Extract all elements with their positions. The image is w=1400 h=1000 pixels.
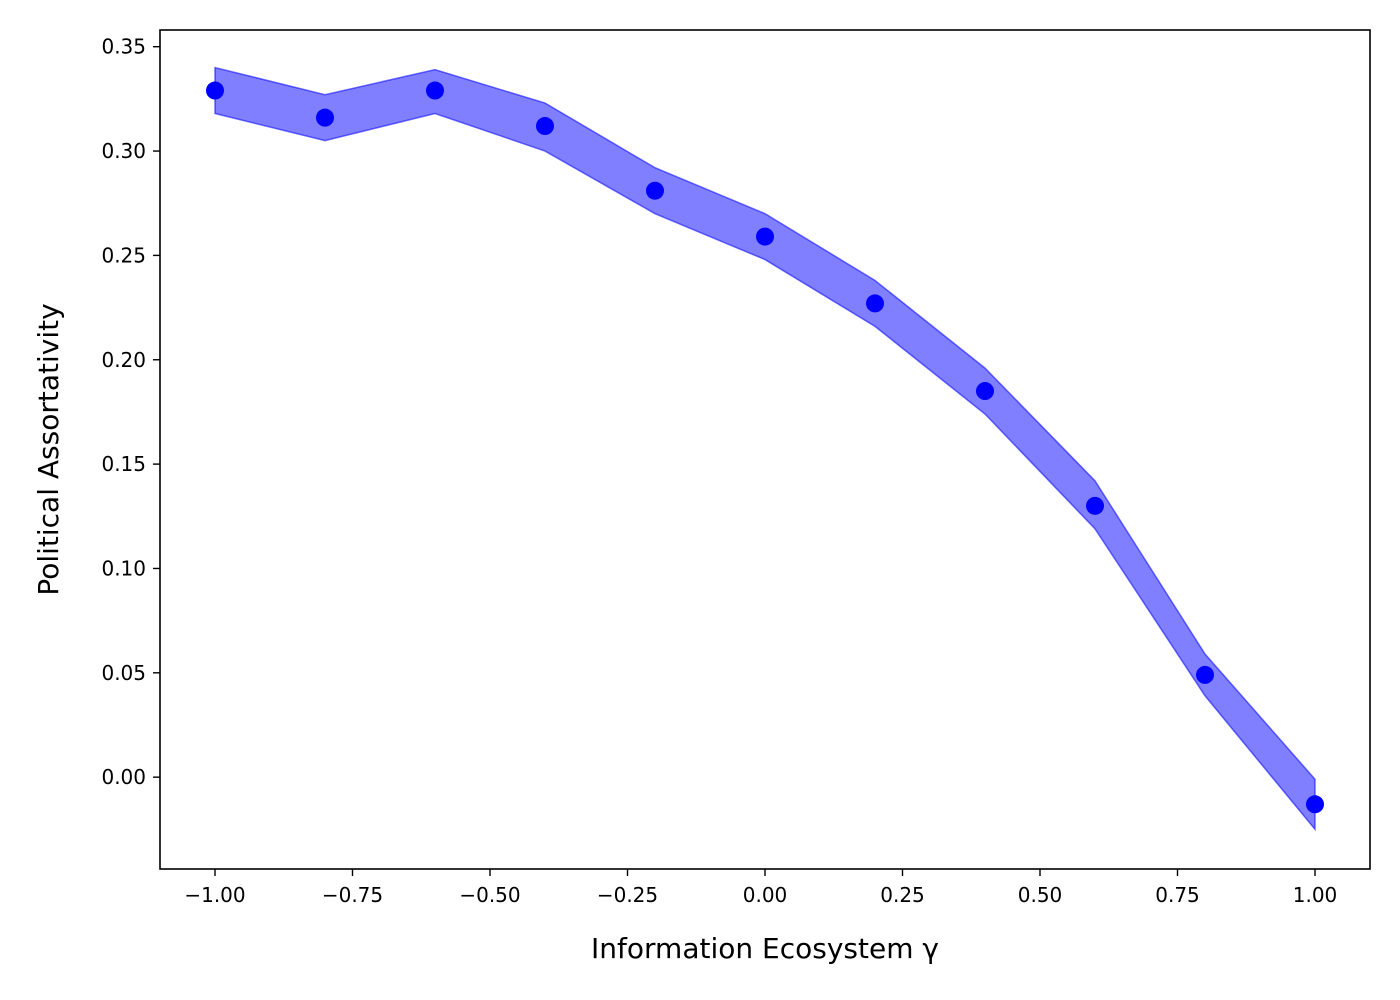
y-tick-label: 0.35 (101, 35, 146, 59)
x-tick-label: −0.50 (459, 883, 520, 907)
y-tick-label: 0.15 (101, 452, 146, 476)
data-point (1086, 496, 1104, 515)
x-tick-label: −1.00 (184, 883, 245, 907)
data-point (1196, 665, 1214, 684)
x-axis-label: Information Ecosystem γ (591, 932, 939, 965)
y-tick-label: 0.25 (101, 243, 146, 267)
x-axis-ticks: −1.00 −0.75 −0.50 −0.25 0.00 0.25 0.50 0.75 1.00 (184, 869, 1337, 907)
y-tick-label: 0.30 (101, 139, 146, 163)
data-point (646, 181, 664, 200)
data-point (1306, 795, 1324, 814)
y-tick-label: 0.00 (101, 765, 146, 789)
confidence-band (214, 66, 1316, 832)
data-point (316, 108, 334, 127)
data-point (426, 81, 444, 100)
x-tick-label: 0.00 (743, 883, 788, 907)
y-tick-label: 0.10 (101, 556, 146, 580)
x-tick-label: 0.75 (1155, 883, 1200, 907)
y-axis-label: Political Assortativity (32, 303, 65, 595)
x-tick-label: −0.75 (322, 883, 383, 907)
x-tick-label: 0.25 (880, 883, 925, 907)
x-tick-label: 1.00 (1293, 883, 1338, 907)
x-tick-label: 0.50 (1018, 883, 1063, 907)
y-tick-label: 0.20 (101, 348, 146, 372)
data-point (866, 294, 884, 313)
y-tick-label: 0.05 (101, 661, 146, 685)
confidence-band-layer (214, 66, 1316, 832)
data-point (206, 81, 224, 100)
data-point (976, 382, 994, 401)
data-point (536, 117, 554, 136)
y-axis-ticks: 0.00 0.05 0.10 0.15 0.20 0.25 0.30 0.35 (101, 35, 160, 789)
plot-frame (159, 29, 1371, 870)
data-point (756, 227, 774, 246)
data-points-layer (206, 81, 1324, 814)
x-tick-label: −0.25 (597, 883, 658, 907)
